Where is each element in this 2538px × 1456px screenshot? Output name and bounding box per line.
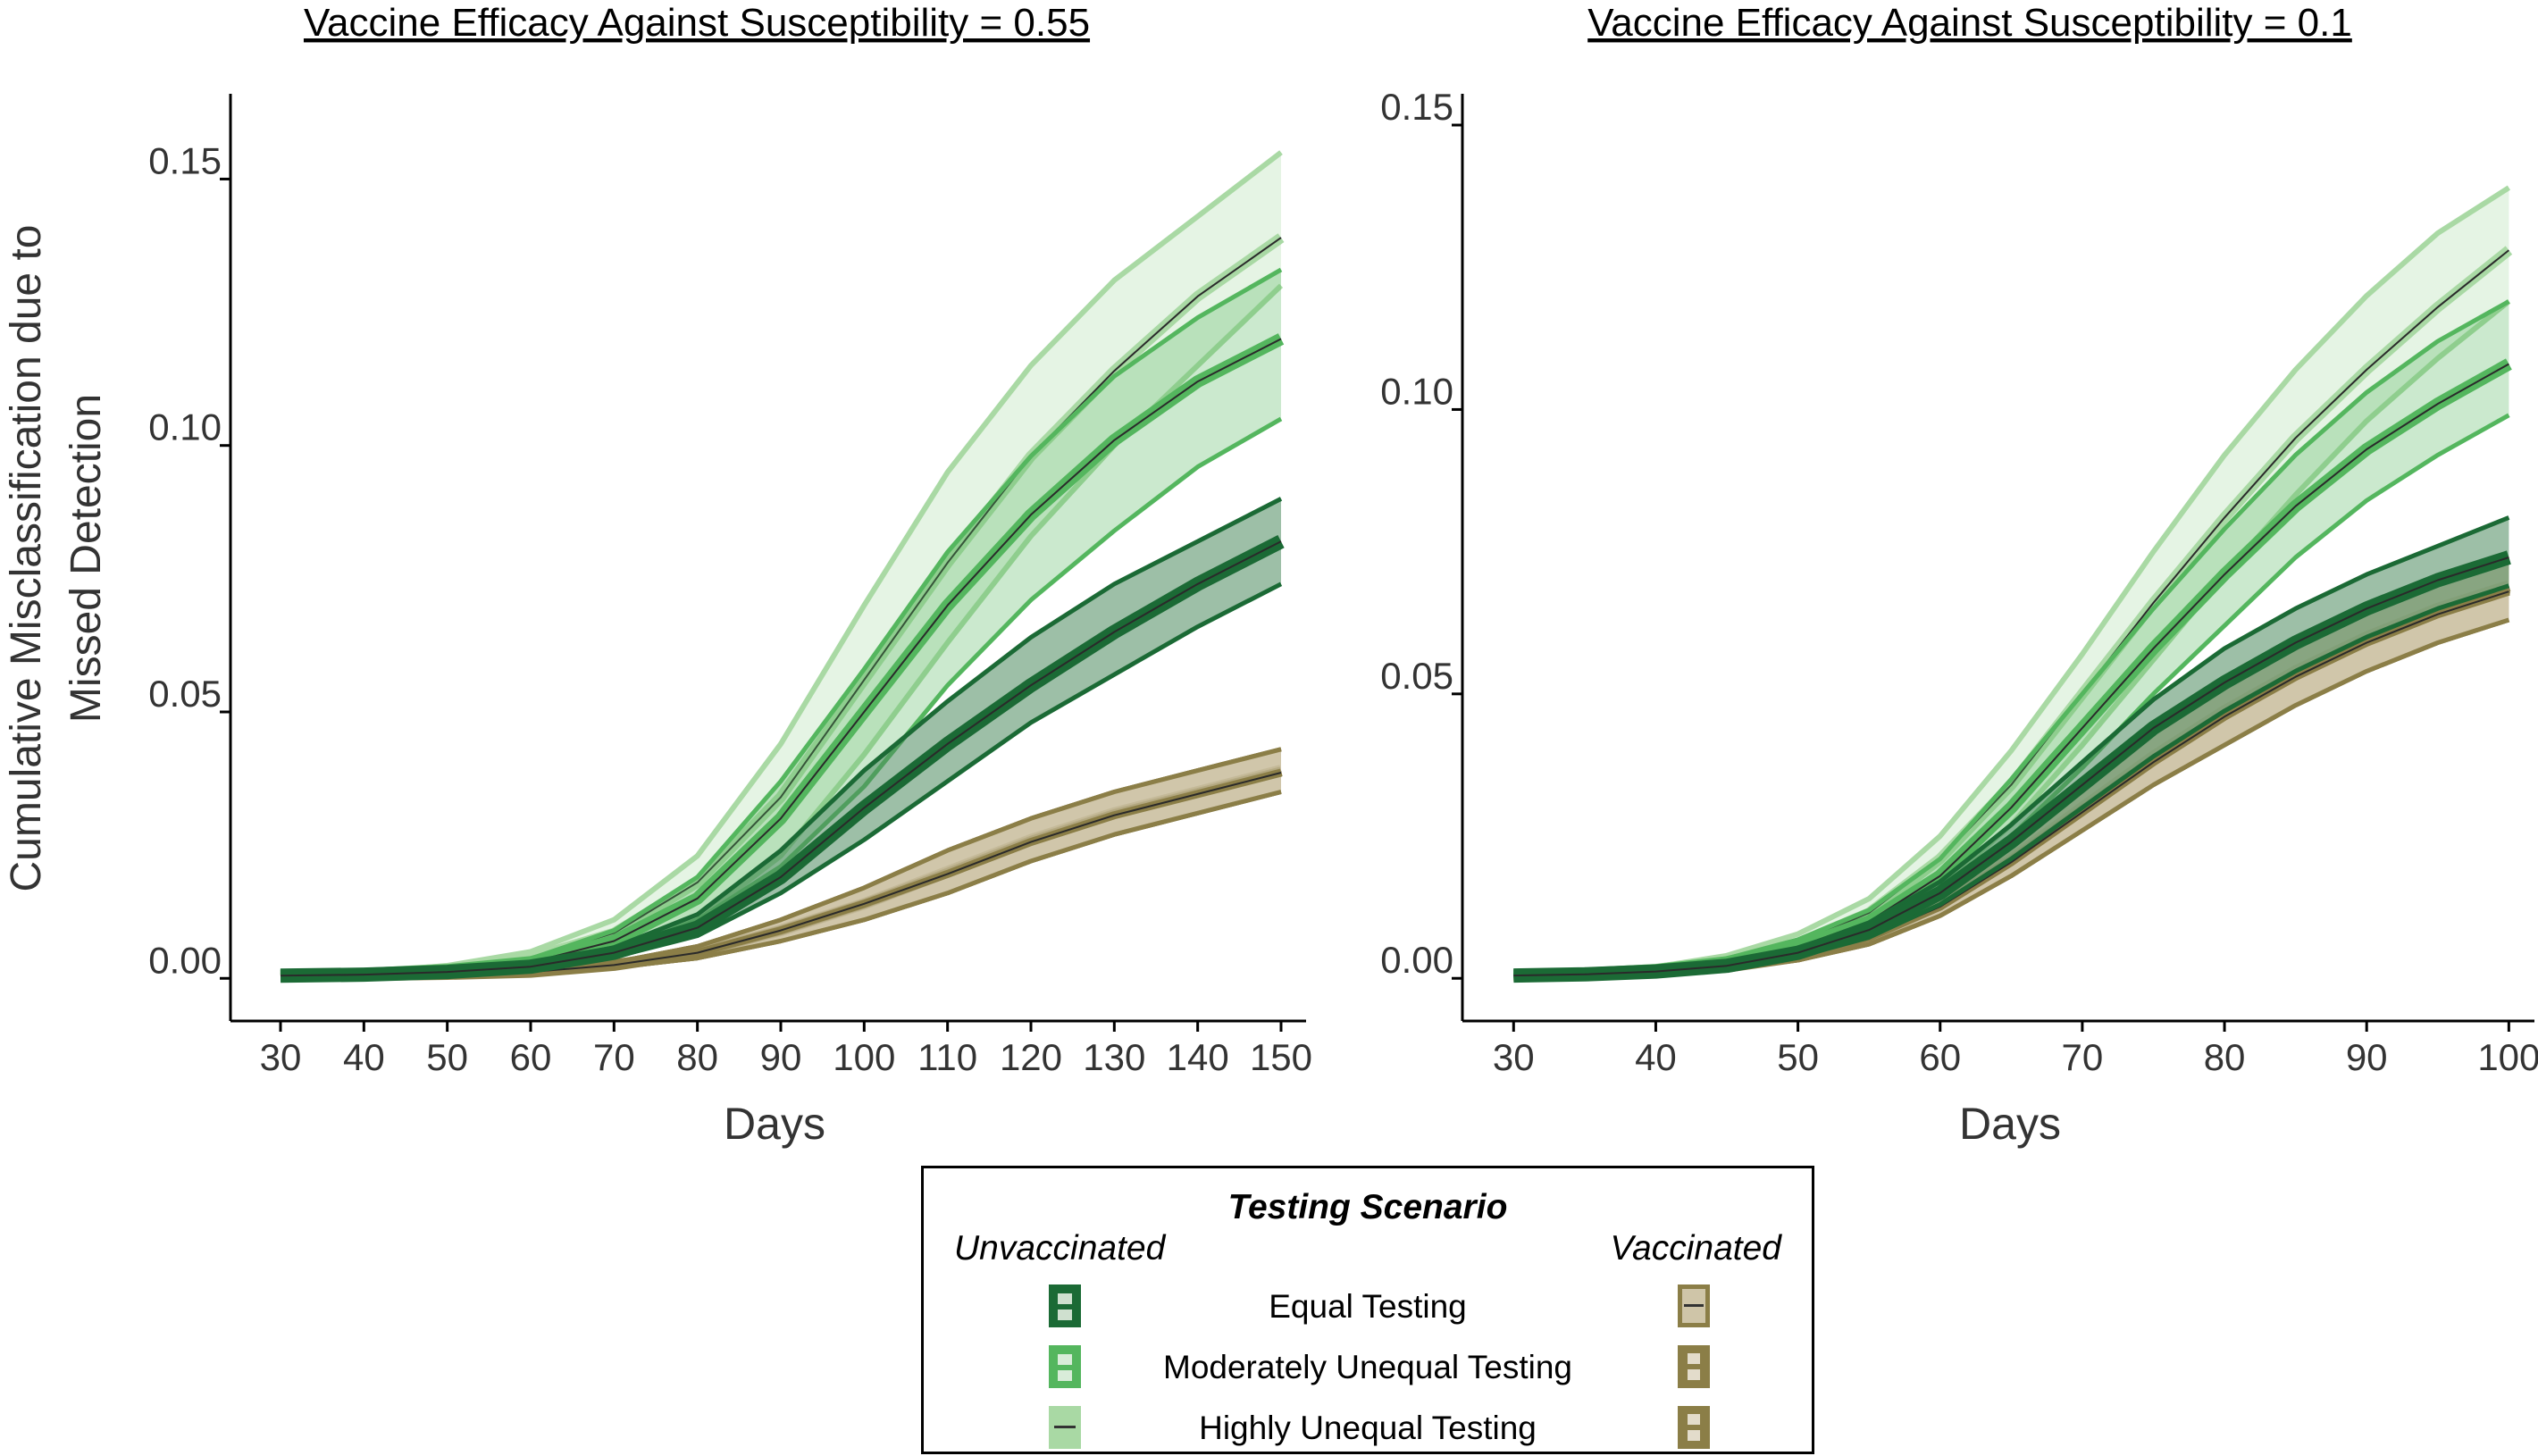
x-tick-label: 80 <box>676 1036 718 1078</box>
y-tick-label: 0.15 <box>148 139 222 181</box>
x-tick-label: 30 <box>260 1036 302 1078</box>
legend-key-moderate-vaccinated <box>1678 1345 1710 1388</box>
legend-key-equal-vaccinated <box>1678 1284 1710 1327</box>
legend-key-high-vaccinated <box>1678 1406 1710 1449</box>
legend: Testing Scenario Unvaccinated Vaccinated… <box>921 1166 1814 1454</box>
legend-vaccinated-heading: Vaccinated <box>1610 1229 1781 1268</box>
legend-unvaccinated-heading: Unvaccinated <box>954 1229 1166 1268</box>
left-x-axis-label: Days <box>724 1099 825 1149</box>
x-tick-label: 90 <box>760 1036 802 1078</box>
x-tick-label: 30 <box>1493 1036 1535 1078</box>
x-tick-label: 100 <box>833 1036 895 1078</box>
y-tick-label: 0.10 <box>1380 370 1453 412</box>
band-unvaccinated-highly-unequal-testing <box>1513 188 2509 976</box>
y-tick-label: 0.05 <box>1380 655 1453 697</box>
legend-title: Testing Scenario <box>1227 1188 1508 1226</box>
right-x-axis-label: Days <box>1959 1099 2061 1149</box>
x-tick-label: 50 <box>1777 1036 1819 1078</box>
x-tick-label: 60 <box>510 1036 552 1078</box>
x-tick-label: 40 <box>1635 1036 1677 1078</box>
y-tick-label: 0.00 <box>1380 939 1453 981</box>
y-tick-label: 0.15 <box>1380 86 1453 128</box>
x-tick-label: 110 <box>917 1036 977 1078</box>
x-tick-label: 130 <box>1083 1036 1145 1078</box>
band-unvaccinated-equal-testing <box>1513 517 2509 976</box>
x-tick-label: 90 <box>2346 1036 2388 1078</box>
x-tick-label: 80 <box>2204 1036 2246 1078</box>
legend-row-high: Highly Unequal Testing <box>924 1399 1812 1452</box>
x-tick-label: 100 <box>2477 1036 2538 1078</box>
legend-row-moderate: Moderately Unequal Testing <box>924 1338 1812 1392</box>
legend-key-moderate-unvaccinated <box>1049 1345 1081 1388</box>
band-edge-upper-unvaccinated-equal-testing <box>280 497 1283 978</box>
y-tick-label: 0.05 <box>148 673 222 715</box>
legend-key-equal-unvaccinated <box>1049 1284 1081 1327</box>
legend-key-high-unvaccinated <box>1049 1406 1081 1449</box>
x-tick-label: 60 <box>1919 1036 1961 1078</box>
series-median-unvaccinated-equal-testing <box>1513 556 2509 977</box>
y-tick-label: 0.00 <box>148 939 222 981</box>
x-tick-label: 120 <box>1000 1036 1062 1078</box>
x-tick-label: 40 <box>343 1036 385 1078</box>
left-panel-title: Vaccine Efficacy Against Susceptibility … <box>304 1 1090 45</box>
x-tick-label: 150 <box>1250 1036 1312 1078</box>
legend-label-equal: Equal Testing <box>1269 1288 1467 1325</box>
x-tick-label: 70 <box>2062 1036 2104 1078</box>
x-tick-label: 70 <box>593 1036 635 1078</box>
band-unvaccinated-moderately-unequal-testing <box>281 269 1281 976</box>
legend-row-equal: Equal Testing <box>924 1277 1812 1331</box>
y-axis-label-line1: Cumulative Misclassification due to <box>3 225 50 892</box>
plot-panel-2: 30 40 50 60 70 80 90 100 0.00 0.05 0.10 0.15 <box>1380 86 2538 1078</box>
plot-panel-1: 30 40 50 60 70 80 90 100 110 120 130 140 150 0.00 0.05… <box>148 94 1312 1078</box>
band-unvaccinated-moderately-unequal-testing <box>1513 301 2509 976</box>
y-tick-label: 0.10 <box>148 406 222 448</box>
right-panel-title: Vaccine Efficacy Against Susceptibility … <box>1587 1 2352 45</box>
y-axis-label-line2: Missed Detection <box>63 394 110 723</box>
legend-label-high: Highly Unequal Testing <box>1199 1410 1537 1446</box>
series-median-unvaccinated-equal-testing <box>280 540 1282 977</box>
x-tick-label: 50 <box>426 1036 468 1078</box>
legend-label-moderate: Moderately Unequal Testing <box>1163 1349 1572 1385</box>
band-unvaccinated-equal-testing <box>281 498 1281 976</box>
x-tick-label: 140 <box>1167 1036 1229 1078</box>
